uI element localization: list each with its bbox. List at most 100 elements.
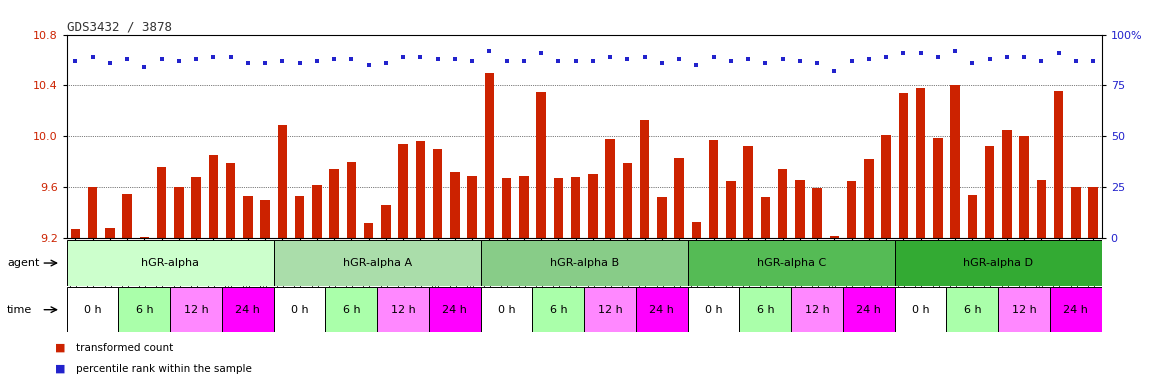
Point [1050, 50, 1068, 56]
Point [945, 48, 964, 54]
Bar [450, 172, 460, 238]
Bar [688, 240, 895, 286]
Bar [777, 169, 788, 238]
Bar [688, 287, 739, 332]
Bar [584, 287, 636, 332]
Bar [791, 287, 843, 332]
Bar [67, 240, 274, 286]
Point [704, 54, 723, 60]
Bar [536, 92, 546, 238]
Bar [532, 287, 584, 332]
Point [497, 58, 515, 64]
Point [170, 58, 189, 64]
Bar [895, 287, 946, 332]
Point [412, 54, 430, 60]
Point [221, 54, 239, 60]
Bar [432, 149, 443, 238]
Text: 0 h: 0 h [705, 305, 722, 315]
Bar [381, 205, 391, 238]
Point [255, 60, 275, 66]
Bar [346, 162, 356, 238]
Point [205, 54, 223, 60]
Bar [1053, 91, 1064, 238]
Point [842, 58, 860, 64]
Point [290, 60, 308, 66]
Text: 6 h: 6 h [964, 305, 981, 315]
Bar [312, 185, 322, 238]
Bar [481, 240, 688, 286]
Text: hGR-alpha D: hGR-alpha D [964, 258, 1033, 268]
Point [669, 56, 688, 62]
Text: 24 h: 24 h [1064, 305, 1088, 315]
Bar [739, 287, 791, 332]
Text: percentile rank within the sample: percentile rank within the sample [76, 364, 252, 374]
Bar [1071, 187, 1081, 238]
Bar [967, 195, 978, 238]
Point [136, 64, 154, 70]
Bar [998, 287, 1050, 332]
Text: 12 h: 12 h [1012, 305, 1036, 315]
Bar [864, 159, 874, 238]
Bar [1050, 287, 1102, 332]
Point [274, 58, 292, 64]
Bar [636, 287, 688, 332]
Bar [898, 93, 908, 238]
Point [826, 68, 844, 74]
Bar [726, 181, 736, 238]
Bar [243, 196, 253, 238]
Text: time: time [7, 305, 32, 315]
Bar [795, 180, 805, 238]
Point [377, 60, 396, 66]
Text: 24 h: 24 h [236, 305, 260, 315]
Text: GDS3432 / 3878: GDS3432 / 3878 [67, 20, 171, 33]
Bar [277, 125, 288, 238]
Bar [1002, 130, 1012, 238]
Bar [895, 240, 1102, 286]
Bar [881, 135, 891, 238]
Text: 24 h: 24 h [857, 305, 881, 315]
Bar [67, 287, 118, 332]
Point [1084, 58, 1103, 64]
Bar [260, 200, 270, 238]
Bar [156, 167, 167, 238]
Bar [208, 156, 218, 238]
Text: 6 h: 6 h [757, 305, 774, 315]
Bar [398, 144, 408, 238]
Bar [294, 196, 305, 238]
Text: 0 h: 0 h [498, 305, 515, 315]
Bar [657, 197, 667, 238]
Text: ■: ■ [55, 364, 66, 374]
Bar [691, 222, 702, 238]
Point [722, 58, 741, 64]
Text: hGR-alpha B: hGR-alpha B [550, 258, 619, 268]
Bar [274, 240, 481, 286]
Text: 6 h: 6 h [343, 305, 360, 315]
Point [481, 48, 499, 54]
Text: 12 h: 12 h [391, 305, 415, 315]
Bar [639, 120, 650, 238]
Bar [481, 287, 532, 332]
Point [515, 58, 534, 64]
Bar [105, 228, 115, 238]
Bar [984, 146, 995, 238]
Point [239, 60, 258, 66]
Bar [915, 88, 926, 238]
Bar [588, 174, 598, 238]
Point [980, 56, 998, 62]
Bar [70, 229, 80, 238]
Text: 6 h: 6 h [550, 305, 567, 315]
Bar [225, 163, 236, 238]
Point [1033, 58, 1051, 64]
Bar [570, 177, 581, 238]
Point [619, 56, 637, 62]
Point [84, 54, 101, 60]
Text: 6 h: 6 h [136, 305, 153, 315]
Point [807, 60, 826, 66]
Point [308, 58, 327, 64]
Point [1067, 58, 1086, 64]
Text: 0 h: 0 h [84, 305, 101, 315]
Bar [760, 197, 771, 238]
Text: hGR-alpha C: hGR-alpha C [757, 258, 826, 268]
Text: 12 h: 12 h [184, 305, 208, 315]
Point [998, 54, 1017, 60]
